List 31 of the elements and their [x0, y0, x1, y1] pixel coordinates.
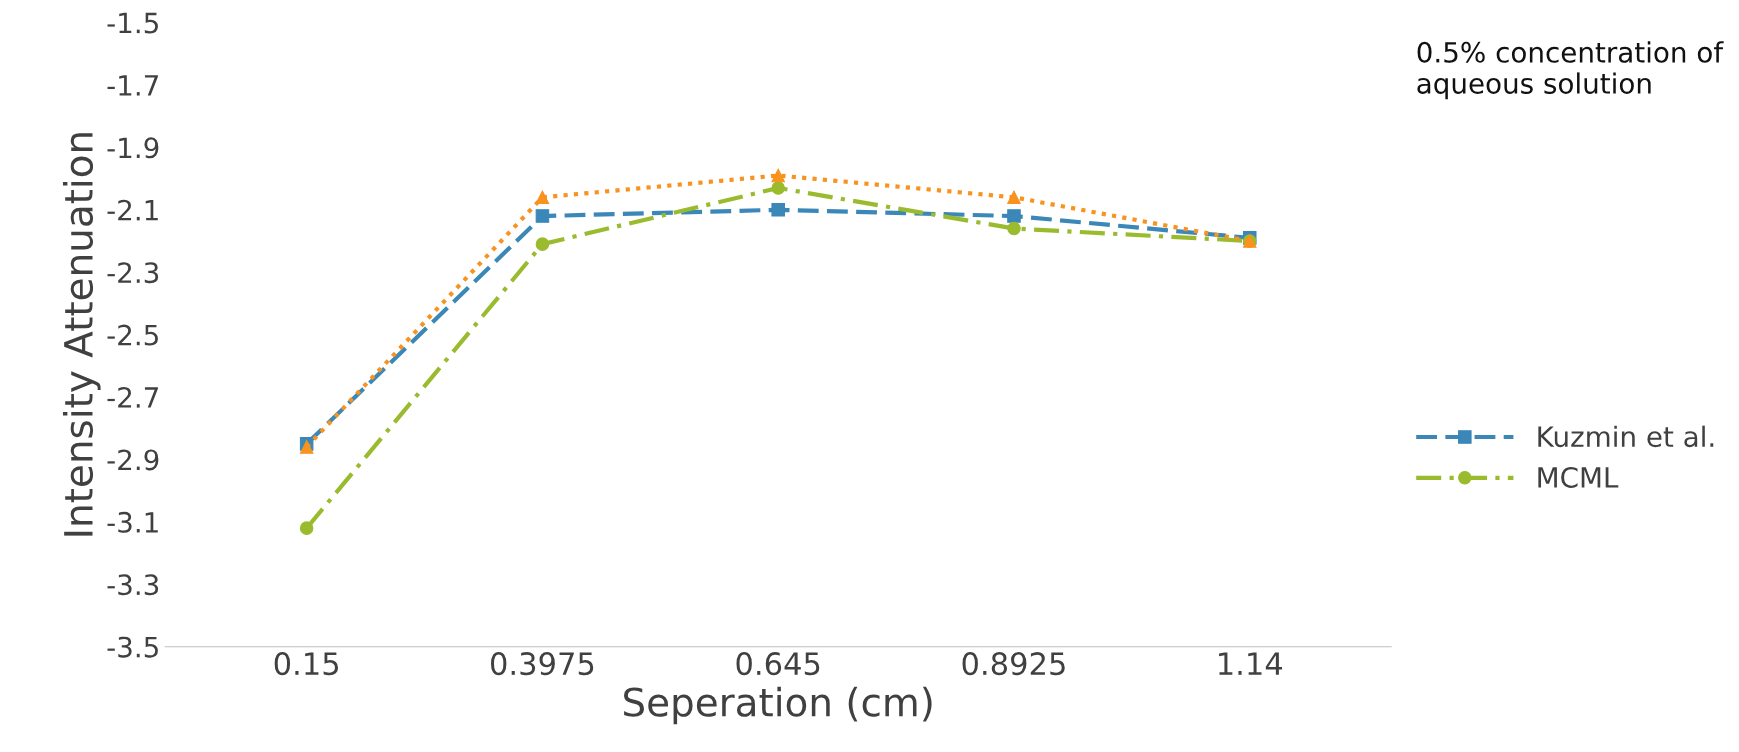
point [299, 521, 314, 535]
y-tick-label: -1.9 [107, 137, 159, 159]
y-axis-title: Intensity Attenuation [62, 133, 101, 536]
point [771, 203, 785, 217]
point [1007, 209, 1021, 223]
y-tick-label: -2.5 [107, 324, 158, 346]
legend-label: MCML [1538, 466, 1619, 488]
x-tick-label: 0.15 [274, 652, 339, 676]
y-tick-label: -2.3 [107, 262, 159, 284]
y-tick-label: -1.5 [107, 12, 158, 34]
point [771, 168, 785, 183]
point [1007, 190, 1021, 205]
y-tick-label: -2.7 [107, 386, 158, 408]
y-tick-label: -2.1 [107, 199, 158, 221]
point [535, 237, 550, 251]
x-tick-label: 1.14 [1219, 652, 1283, 675]
x-tick-label: 0.8925 [962, 652, 1065, 676]
point [535, 190, 550, 205]
point [771, 181, 785, 195]
point [535, 209, 550, 223]
y-tick-label: -1.7 [107, 75, 158, 96]
text: 0.5% concentration of aqueous solution [1417, 41, 1724, 100]
y-tick-label: -3.3 [107, 574, 159, 596]
y-tick-label: -3.5 [107, 636, 158, 658]
y-tick-label: -2.9 [107, 449, 159, 471]
point [1007, 221, 1021, 236]
legend-label: Kuzmin et al. [1538, 425, 1714, 448]
y-tick-label: -3.1 [107, 511, 158, 533]
x-axis-title: Seperation (cm) [624, 686, 932, 725]
x-tick-label: 0.645 [736, 652, 820, 676]
x-tick-label: 0.3975 [490, 652, 594, 676]
